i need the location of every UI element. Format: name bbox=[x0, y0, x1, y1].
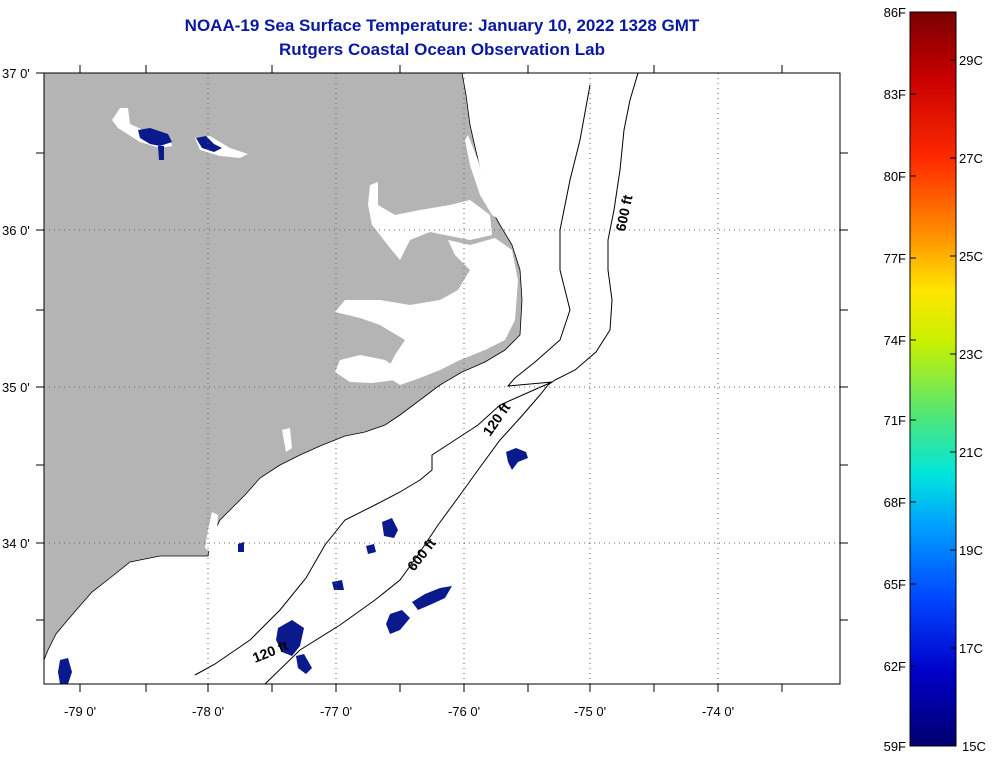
cold-patch-onslow-b bbox=[296, 654, 312, 674]
colorbar-label-23c: 23C bbox=[959, 347, 983, 362]
cold-patch-shelf-1 bbox=[382, 518, 398, 538]
colorbar-label-74f: 74F bbox=[884, 333, 906, 348]
colorbar bbox=[909, 11, 957, 747]
lat-label-35: 35 0' bbox=[2, 380, 30, 395]
lat-label-34: 34 0' bbox=[2, 536, 30, 551]
lat-label-36: 36 0' bbox=[2, 223, 30, 238]
albemarle-sound bbox=[368, 182, 492, 260]
map-frame bbox=[43, 72, 841, 685]
contour-600ft bbox=[264, 73, 639, 684]
colorbar-label-21c: 21C bbox=[959, 445, 983, 460]
cold-sst-patches bbox=[58, 128, 528, 684]
lake-patch-3 bbox=[282, 428, 292, 452]
colorbar-label-62f: 62F bbox=[884, 659, 906, 674]
colorbar-label-17c: 17C bbox=[959, 641, 983, 656]
graticule bbox=[44, 73, 840, 684]
cold-patch-shelf-3 bbox=[238, 542, 244, 552]
cold-patch-lake-1 bbox=[138, 128, 172, 146]
colorbar-label-65f: 65F bbox=[884, 577, 906, 592]
lon-label-75: -75 0' bbox=[574, 704, 606, 719]
outer-banks-island bbox=[465, 135, 500, 220]
colorbar-label-29c: 29C bbox=[959, 53, 983, 68]
colorbar-label-80f: 80F bbox=[884, 169, 906, 184]
lat-label-37: 37 0' bbox=[2, 66, 30, 81]
colorbar-label-15c: 15C bbox=[962, 739, 986, 754]
colorbar-label-77f: 77F bbox=[884, 251, 906, 266]
contour-label-600-north: 600 ft bbox=[612, 193, 635, 232]
cold-patch-shelf-6 bbox=[386, 610, 410, 634]
lon-label-74: -74 0' bbox=[702, 704, 734, 719]
cold-patch-gulf-1 bbox=[506, 448, 528, 470]
colorbar-label-25c: 25C bbox=[959, 249, 983, 264]
cold-patch-shelf-5 bbox=[412, 586, 452, 610]
pamlico-sound bbox=[335, 238, 518, 385]
colorbar-label-83f: 83F bbox=[884, 87, 906, 102]
colorbar-label-68f: 68F bbox=[884, 495, 906, 510]
contour-120ft bbox=[194, 84, 591, 676]
lon-label-78: -78 0' bbox=[192, 704, 224, 719]
lon-label-77: -77 0' bbox=[320, 704, 352, 719]
contour-lines bbox=[194, 73, 639, 684]
neuse-estuary bbox=[335, 355, 400, 383]
lon-label-76: -76 0' bbox=[448, 704, 480, 719]
cape-fear-river bbox=[205, 512, 218, 552]
cold-patch-shelf-2 bbox=[366, 544, 376, 554]
cold-patch-shelf-4 bbox=[332, 580, 344, 590]
cold-patch-lake-2 bbox=[196, 136, 222, 152]
cold-patch-onslow bbox=[276, 620, 304, 656]
colorbar-label-27c: 27C bbox=[959, 151, 983, 166]
colorbar-ticks bbox=[910, 59, 956, 667]
map-subtitle: Rutgers Coastal Ocean Observation Lab bbox=[279, 40, 605, 59]
cold-patch-sw bbox=[58, 658, 72, 684]
colorbar-label-59f: 59F bbox=[884, 739, 906, 754]
colorbar-label-86f: 86F bbox=[884, 5, 906, 20]
cold-patch-lake-1b bbox=[158, 146, 164, 160]
axis-ticks bbox=[36, 65, 848, 692]
colorbar-label-19c: 19C bbox=[959, 543, 983, 558]
map-title: NOAA-19 Sea Surface Temperature: January… bbox=[184, 16, 700, 35]
lon-label-79: -79 0' bbox=[64, 704, 96, 719]
colorbar-label-71f: 71F bbox=[884, 413, 906, 428]
